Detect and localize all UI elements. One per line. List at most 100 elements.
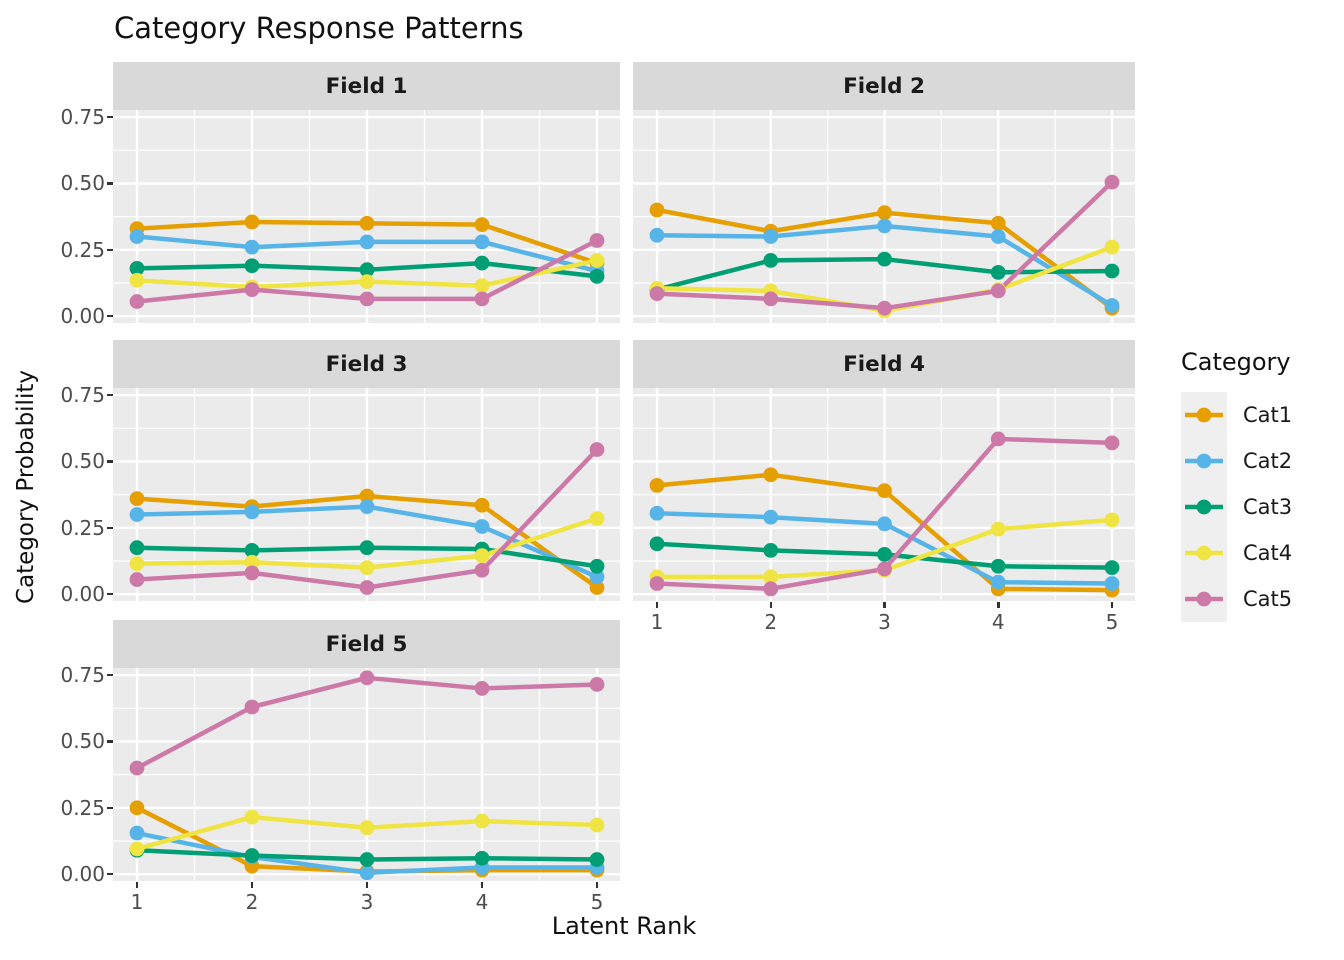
data-point-cat4 <box>763 569 779 585</box>
x-tick-label: 5 <box>590 890 604 914</box>
facet-strip-field-3: Field 3 <box>113 340 620 388</box>
x-tick-label: 1 <box>650 610 664 634</box>
y-tick-mark <box>107 314 113 318</box>
series-points-cat5 <box>129 442 605 595</box>
data-point-cat1 <box>589 580 605 595</box>
facet-panel-field-5 <box>113 668 620 881</box>
data-point-cat4 <box>1104 239 1120 255</box>
data-point-cat5 <box>589 233 605 248</box>
y-tick-label: 0.25 <box>60 515 105 540</box>
data-point-cat2 <box>474 234 490 250</box>
data-point-cat4 <box>359 274 375 290</box>
legend-entry-label: Cat1 <box>1243 403 1293 427</box>
x-tick-label: 3 <box>360 890 374 914</box>
y-tick-label: 0.00 <box>60 582 105 607</box>
legend-key-icon-cat1 <box>1181 392 1227 438</box>
x-tick-mark <box>769 602 772 608</box>
data-point-cat2 <box>990 229 1006 244</box>
x-tick-mark <box>250 882 254 888</box>
legend: Category Cat1 Cat2 Cat3 Cat4 Cat5 <box>1181 348 1292 622</box>
data-point-cat3 <box>244 542 260 558</box>
data-point-cat5 <box>649 286 665 301</box>
data-point-cat1 <box>474 497 490 513</box>
data-point-cat2 <box>877 218 892 234</box>
data-point-cat3 <box>589 852 605 867</box>
y-tick-label: 0.50 <box>60 729 105 754</box>
data-point-cat5 <box>877 561 892 577</box>
legend-key-point <box>1196 591 1212 607</box>
data-point-cat2 <box>244 239 260 255</box>
facet-panel-field-3 <box>113 388 620 601</box>
data-point-cat4 <box>244 554 260 570</box>
data-point-cat5 <box>763 291 779 307</box>
data-point-cat2 <box>129 825 145 841</box>
data-point-cat5 <box>589 677 605 692</box>
legend-key-point <box>1196 407 1212 423</box>
x-tick-label: 4 <box>475 890 489 914</box>
series-points-cat5 <box>649 431 1120 597</box>
y-tick-label: 0.00 <box>60 304 105 329</box>
legend-key-point <box>1196 545 1212 561</box>
data-point-cat3 <box>359 852 375 867</box>
x-tick-mark <box>883 602 886 608</box>
data-point-cat5 <box>474 562 490 578</box>
data-point-cat4 <box>589 817 605 833</box>
data-point-cat2 <box>359 499 375 514</box>
data-point-cat5 <box>129 294 145 309</box>
y-tick-label: 0.75 <box>60 105 105 130</box>
data-point-cat1 <box>763 467 779 483</box>
series-points-cat3 <box>129 842 605 867</box>
facet-strip-field-1: Field 1 <box>113 62 620 110</box>
data-point-cat1 <box>990 215 1006 231</box>
data-point-cat3 <box>1104 263 1120 279</box>
facet-strip-field-5: Field 5 <box>113 620 620 668</box>
y-tick-mark <box>107 248 113 252</box>
data-point-cat5 <box>359 670 375 686</box>
facet-strip-field-4: Field 4 <box>633 340 1135 388</box>
y-tick-label: 0.50 <box>60 449 105 474</box>
legend-key-icon-cat2 <box>1181 438 1227 484</box>
data-point-cat1 <box>129 800 145 816</box>
data-point-cat1 <box>129 491 145 507</box>
y-tick-mark <box>107 740 113 743</box>
y-tick-label: 0.00 <box>60 862 105 887</box>
legend-entries: Cat1 Cat2 Cat3 Cat4 Cat5 <box>1181 392 1292 622</box>
data-point-cat2 <box>763 229 779 244</box>
data-point-cat1 <box>359 488 375 504</box>
series-points-cat3 <box>129 255 605 284</box>
y-tick-mark <box>107 115 113 119</box>
data-point-cat3 <box>763 542 779 558</box>
x-tick-label: 4 <box>991 610 1005 634</box>
data-point-cat5 <box>474 681 490 696</box>
series-points-cat5 <box>649 174 1120 316</box>
x-tick-mark <box>997 602 1000 608</box>
data-point-cat4 <box>990 521 1006 537</box>
data-point-cat1 <box>877 205 892 221</box>
x-tick-mark <box>655 602 659 608</box>
data-point-cat4 <box>129 841 145 857</box>
y-tick-mark <box>107 673 113 677</box>
data-point-cat5 <box>244 282 260 298</box>
y-tick-label: 0.25 <box>60 237 105 262</box>
y-tick-mark <box>107 592 113 596</box>
legend-key-icon-cat5 <box>1181 576 1227 622</box>
data-point-cat5 <box>244 565 260 581</box>
x-tick-mark <box>1110 602 1114 608</box>
x-axis-title: Latent Rank <box>551 912 697 940</box>
data-point-cat3 <box>474 255 490 271</box>
data-point-cat2 <box>649 227 665 243</box>
data-point-cat2 <box>877 516 892 532</box>
data-point-cat3 <box>359 262 375 278</box>
data-point-cat2 <box>244 504 260 520</box>
data-point-cat2 <box>589 569 605 585</box>
x-tick-mark <box>595 882 599 888</box>
data-point-cat4 <box>359 820 375 836</box>
y-tick-mark <box>107 393 113 397</box>
legend-entry-label: Cat5 <box>1243 587 1293 611</box>
y-tick-label: 0.75 <box>60 383 105 408</box>
data-point-cat4 <box>589 253 605 268</box>
data-point-cat3 <box>877 546 892 562</box>
data-point-cat5 <box>1104 174 1120 190</box>
data-point-cat3 <box>877 251 892 267</box>
data-point-cat1 <box>649 202 665 218</box>
